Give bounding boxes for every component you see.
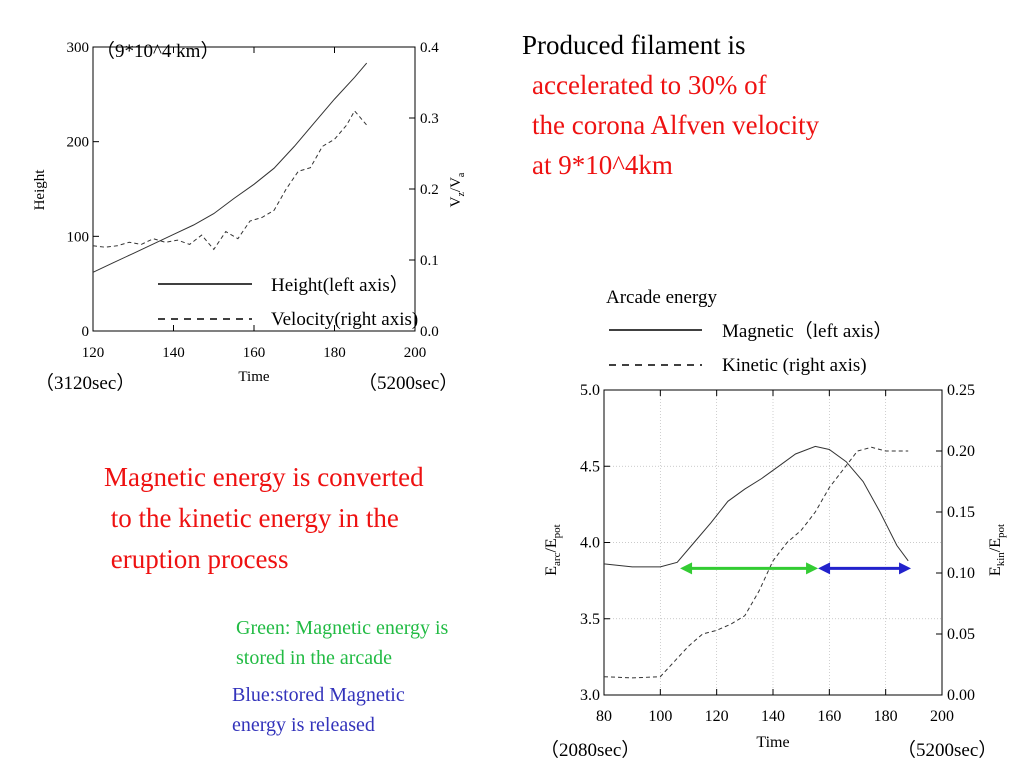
- y-right-tick-label: 0.20: [947, 443, 975, 460]
- y-right-axis-label: Ekin/Epot: [987, 524, 1007, 576]
- blue-note-1: Blue:stored Magnetic: [232, 684, 405, 706]
- title-red-1: accelerated to 30% of: [532, 70, 767, 100]
- y-right-tick-label: 0.3: [420, 111, 439, 127]
- y-right-axis-label: Vz/Va: [448, 172, 467, 207]
- y-left-tick-label: 300: [67, 40, 90, 56]
- blue-arrow: [818, 562, 912, 575]
- y-left-tick-label: 0: [82, 324, 90, 340]
- y-left-tick-label: 100: [67, 229, 90, 245]
- y-right-tick-label: 0.00: [947, 687, 975, 704]
- middle-red-3: eruption process: [104, 544, 289, 574]
- legend-height-label: Height(left axis）: [271, 274, 409, 296]
- y-left-tick-label: 200: [67, 135, 90, 151]
- x-tick-label: 200: [404, 345, 427, 361]
- y-right-tick-label: 0.1: [420, 253, 439, 269]
- x-tick-label: 140: [761, 708, 785, 725]
- y-right-tick-label: 0.05: [947, 626, 975, 643]
- arcade-energy-chart: 80 100 120 140 160 180 200 3.0 3.5 4.0 4.5 5.0 0.00 0…: [540, 287, 1007, 761]
- y-left-tick-label: 4.5: [580, 458, 600, 475]
- title-red-2: the corona Alfven velocity: [532, 110, 820, 140]
- x-axis-label: Time: [238, 369, 269, 385]
- x-tick-label: 120: [82, 345, 105, 361]
- series-line-2: [92, 110, 368, 251]
- green-arrow: [680, 562, 819, 575]
- legend-magnetic-label: Magnetic（left axis）: [722, 320, 892, 342]
- y-right-tick-label: 0.15: [947, 504, 975, 521]
- x-tick-label: 180: [323, 345, 346, 361]
- x-tick-label: 200: [930, 708, 954, 725]
- legend-velocity-label: Velocity(right axis): [271, 309, 418, 330]
- y-left-tick-label: 4.0: [580, 535, 600, 552]
- x-axis-label: Time: [756, 734, 789, 751]
- x-note-left: （3120sec）: [35, 372, 135, 394]
- x-tick-label: 160: [243, 345, 266, 361]
- y-left-axis-label: Height: [32, 169, 48, 211]
- x-tick-label: 160: [817, 708, 841, 725]
- title-line: Produced filament is: [522, 30, 746, 60]
- blue-note-2: energy is released: [232, 714, 375, 736]
- x-tick-label: 80: [596, 708, 612, 725]
- series-line-1: [603, 445, 909, 568]
- legend-title: Arcade energy: [606, 287, 717, 308]
- green-note-2: stored in the arcade: [236, 647, 393, 669]
- blue-arrow-head-right: [899, 562, 912, 575]
- x-tick-label: 180: [874, 708, 898, 725]
- x-note-right: （5200sec）: [358, 372, 458, 394]
- series-line-1: [92, 62, 368, 273]
- middle-red-1: Magnetic energy is converted: [104, 462, 424, 492]
- y-left-tick-label: 5.0: [580, 382, 600, 399]
- y-left-axis-label: Earc/Epot: [543, 524, 563, 576]
- x-note-left: （2080sec）: [540, 739, 640, 761]
- green-note-1: Green: Magnetic energy is: [236, 617, 449, 639]
- x-tick-label: 100: [648, 708, 672, 725]
- y-right-tick-label: 0.2: [420, 182, 439, 198]
- height-unit-annotation: （9*10^4 km）: [96, 40, 219, 62]
- y-right-tick-label: 0.10: [947, 565, 975, 582]
- x-tick-label: 120: [705, 708, 729, 725]
- x-tick-label: 140: [162, 345, 185, 361]
- height-velocity-chart: 120 140 160 180 200 0 100 200 300 0.0 0.1 0.2 0.3 0.4…: [32, 40, 467, 394]
- y-left-tick-label: 3.5: [580, 611, 600, 628]
- middle-red-2: to the kinetic energy in the: [104, 503, 399, 533]
- blue-arrow-head-left: [818, 562, 831, 575]
- y-right-tick-label: 0.4: [420, 40, 439, 56]
- y-right-tick-label: 0.25: [947, 382, 975, 399]
- x-note-right: （5200sec）: [897, 739, 997, 761]
- green-arrow-head-right: [806, 562, 819, 575]
- y-right-tick-label: 0.0: [420, 324, 439, 340]
- y-left-tick-label: 3.0: [580, 687, 600, 704]
- green-arrow-head-left: [680, 562, 693, 575]
- series-line-2: [603, 446, 909, 679]
- legend-kinetic-label: Kinetic (right axis): [722, 355, 867, 376]
- title-red-3: at 9*10^4km: [532, 150, 673, 180]
